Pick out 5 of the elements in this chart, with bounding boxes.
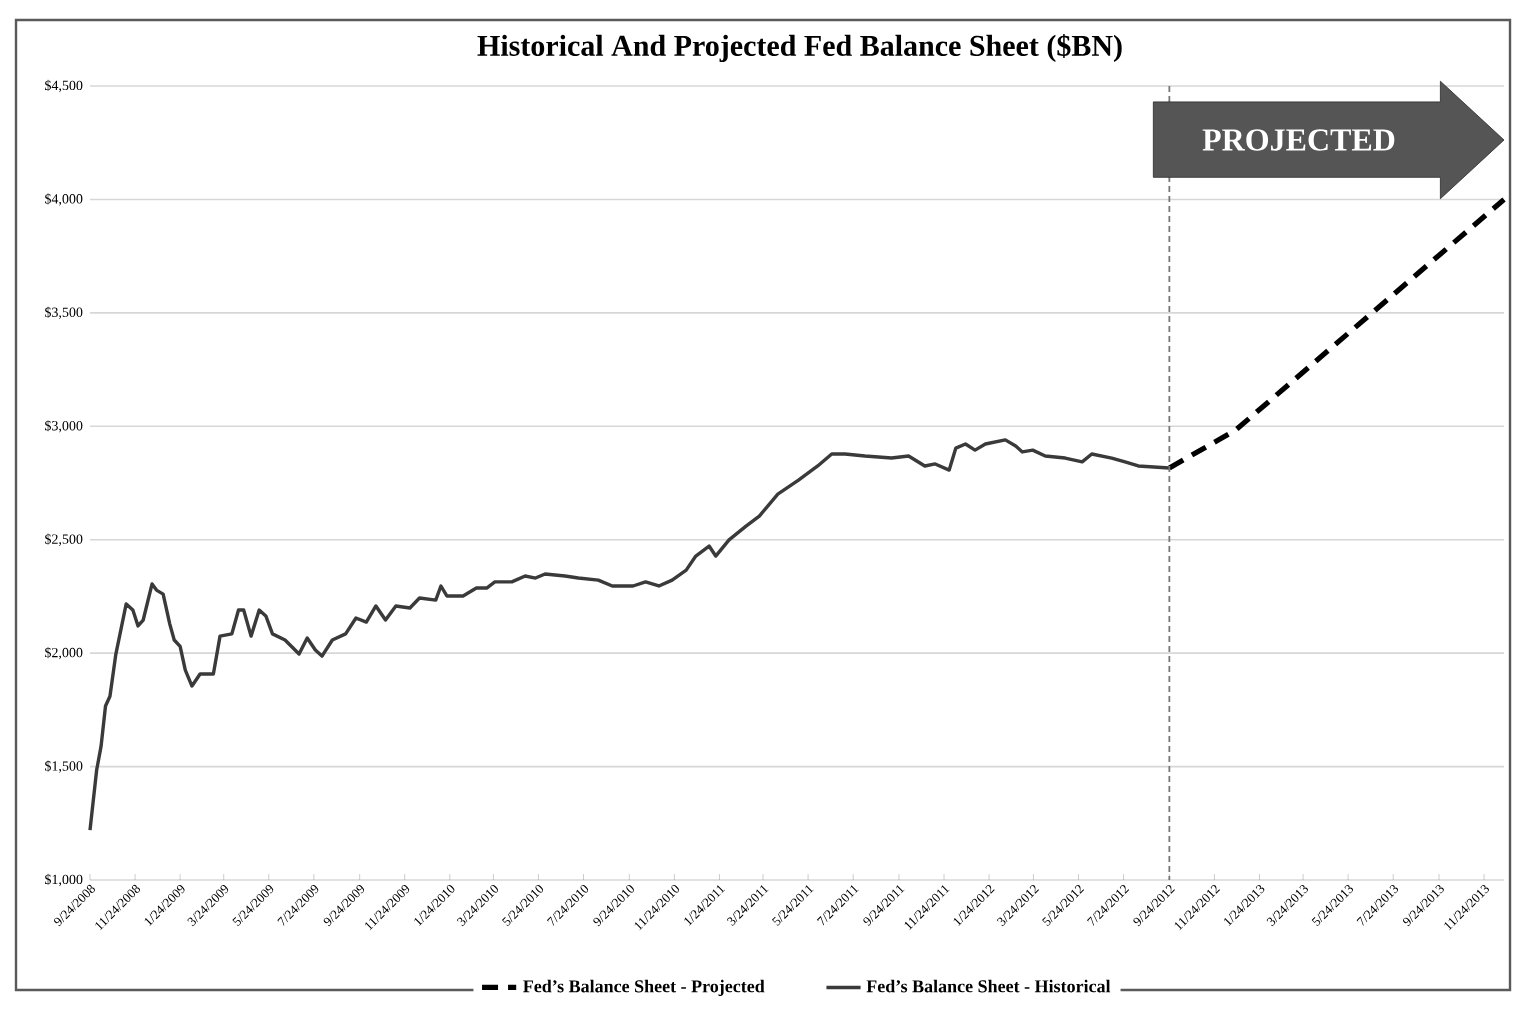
chart-title: Historical And Projected Fed Balance Sheet ($BN) xyxy=(477,33,1122,63)
legend-label: Fed’s Balance Sheet - Historical xyxy=(866,979,1111,993)
annotation: PROJECTED xyxy=(1202,129,1395,151)
line-series xyxy=(88,438,1172,832)
legend-label: Fed’s Balance Sheet - Projected xyxy=(523,979,765,997)
